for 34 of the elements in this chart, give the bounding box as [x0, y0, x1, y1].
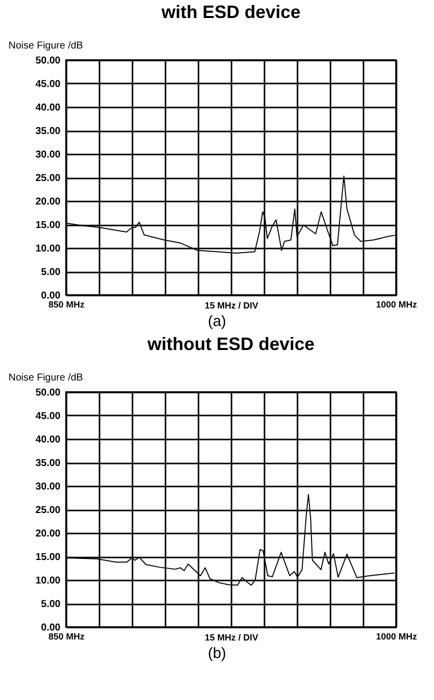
y-tick-label: 10.00 [35, 244, 61, 254]
x-tick-label: 1000 MHz [376, 300, 418, 310]
x-axis-title: 15 MHz / DIV [204, 632, 258, 642]
y-tick-label: 0.00 [41, 290, 61, 302]
y-tick-label: 10.00 [35, 576, 61, 586]
y-axis-title: Noise Figure /dB [8, 40, 84, 52]
y-tick-label: 5.00 [41, 267, 61, 278]
y-tick-label: 25.00 [35, 505, 61, 516]
y-tick-label: 0.00 [41, 622, 61, 634]
text: (a) [206, 312, 228, 332]
y-tick-label: 25.00 [35, 173, 61, 184]
x-tick-label: 850 MHz [48, 632, 86, 642]
y-tick-label: 30.00 [35, 482, 61, 492]
y-tick-label: 20.00 [35, 528, 61, 540]
x-tick-label: 850 MHz [48, 300, 86, 310]
y-tick-label: 40.00 [35, 102, 61, 114]
y-axis-title: Noise Figure /dB [8, 372, 84, 384]
y-tick-label: 30.00 [35, 150, 61, 160]
chart-title: with ESD device [160, 2, 301, 22]
y-tick-label: 35.00 [35, 126, 61, 137]
y-tick-label: 5.00 [41, 599, 61, 610]
text: (b) [206, 644, 228, 664]
x-axis-title: 15 MHz / DIV [204, 300, 258, 310]
y-tick-label: 15.00 [35, 220, 61, 231]
y-tick-label: 50.00 [35, 388, 61, 398]
y-tick-label: 45.00 [35, 411, 61, 422]
y-tick-label: 45.00 [35, 79, 61, 90]
y-tick-label: 35.00 [35, 458, 61, 469]
chart-title: without ESD device [146, 334, 315, 354]
y-tick-label: 40.00 [35, 434, 61, 446]
y-tick-label: 15.00 [35, 552, 61, 563]
y-tick-label: 20.00 [35, 196, 61, 208]
x-tick-label: 1000 MHz [376, 632, 418, 642]
y-tick-label: 50.00 [35, 56, 61, 66]
